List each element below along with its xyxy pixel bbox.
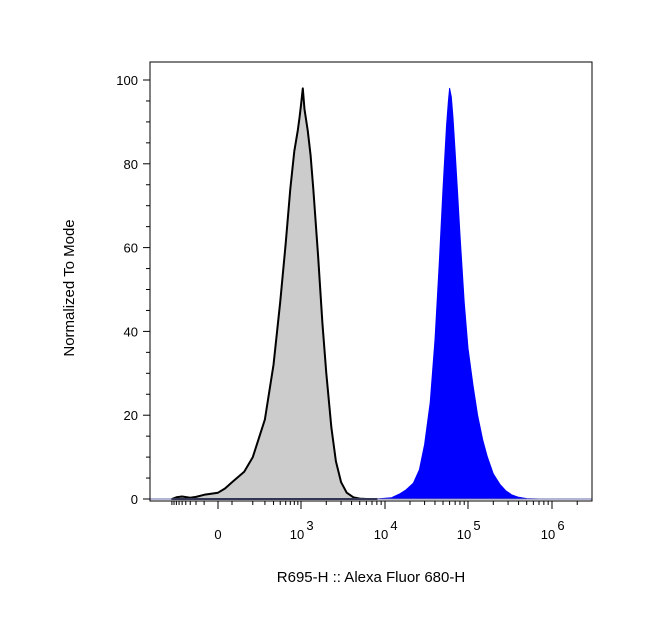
series-layer bbox=[150, 87, 593, 500]
x-tick-exponent: 3 bbox=[306, 518, 313, 533]
plot-frame bbox=[149, 61, 593, 502]
x-tick-label: 0 bbox=[214, 527, 221, 542]
x-tick-label: 10 bbox=[541, 527, 555, 542]
y-axis-title: Normalized To Mode bbox=[61, 219, 78, 356]
x-tick-exponent: 6 bbox=[557, 518, 564, 533]
x-tick-label: 10 bbox=[457, 527, 471, 542]
x-tick-label: 10 bbox=[374, 527, 388, 542]
x-axis-title: R695-H :: Alexa Fluor 680-H bbox=[277, 569, 465, 586]
y-tick-label: 60 bbox=[124, 241, 138, 256]
y-tick-label: 100 bbox=[116, 73, 138, 88]
histogram-series-2 bbox=[376, 87, 593, 500]
x-tick-exponent: 5 bbox=[473, 518, 480, 533]
y-tick-label: 20 bbox=[124, 408, 138, 423]
y-tick-label: 0 bbox=[131, 492, 138, 507]
y-tick-label: 80 bbox=[124, 157, 138, 172]
y-tick-label: 40 bbox=[124, 324, 138, 339]
x-tick-exponent: 4 bbox=[390, 518, 397, 533]
x-tick-label: 10 bbox=[290, 527, 304, 542]
y-axis: 0 20 40 60 80 100 bbox=[116, 73, 150, 507]
histogram-series-1 bbox=[170, 87, 378, 500]
